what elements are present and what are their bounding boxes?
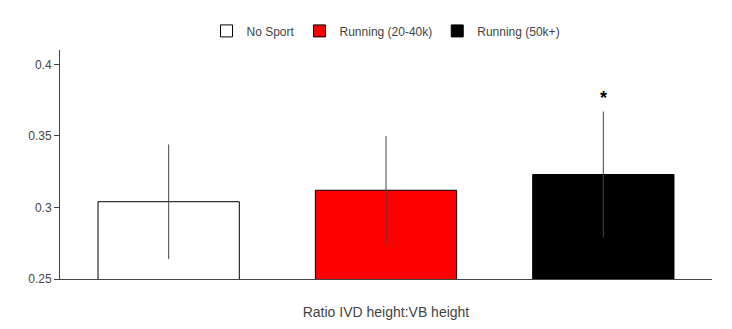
svg-text:0.25: 0.25 [28,272,52,286]
svg-text:0.4: 0.4 [35,58,52,72]
svg-text:0.3: 0.3 [35,201,52,215]
svg-text:0.35: 0.35 [28,129,52,143]
svg-text:*: * [600,88,607,108]
svg-text:Running (20-40k): Running (20-40k) [340,25,433,39]
svg-text:No Sport: No Sport [247,25,295,39]
svg-text:Ratio IVD height:VB height: Ratio IVD height:VB height [303,304,470,320]
svg-text:Running (50k+): Running (50k+) [477,25,559,39]
